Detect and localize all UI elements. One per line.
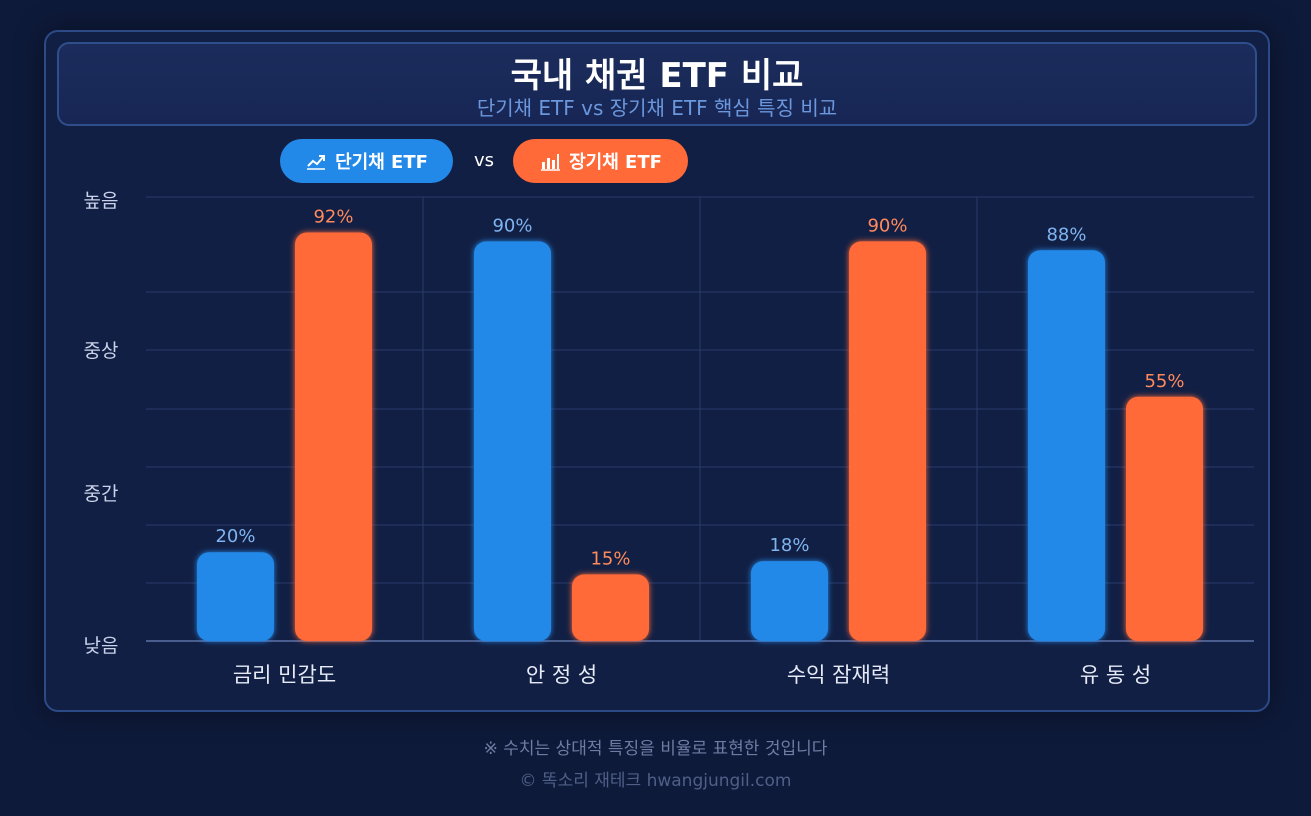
bar <box>849 241 926 641</box>
legend-short-label: 단기채 ETF <box>335 152 428 173</box>
bar <box>751 561 828 641</box>
legend-short-term: 단기채 ETF <box>280 139 453 183</box>
footnote: ※ 수치는 상대적 특징을 비율로 표현한 것입니다 <box>483 739 828 759</box>
title-box: 국내 채권 ETF 비교 단기채 ETF vs 장기채 ETF 핵심 특징 비교 <box>57 42 1257 126</box>
legend-long-term: 장기채 ETF <box>513 139 688 183</box>
data-label: 55% <box>1144 371 1184 392</box>
bar <box>1028 250 1105 641</box>
y-tick-label: 중간 <box>84 483 119 505</box>
bar <box>295 232 372 641</box>
x-category-label: 수익 잠재력 <box>787 663 890 687</box>
data-label: 18% <box>769 535 809 556</box>
data-label: 88% <box>1046 224 1086 245</box>
bar-chart-icon <box>539 150 561 172</box>
y-tick-label: 중상 <box>84 340 119 362</box>
data-label: 90% <box>867 215 907 236</box>
data-label: 15% <box>590 548 630 569</box>
credit-line: © 똑소리 재테크 hwangjungil.com <box>519 771 792 791</box>
line-trend-icon <box>305 150 327 172</box>
x-category-label: 안 정 성 <box>526 663 597 687</box>
bar <box>572 574 649 641</box>
x-category-label: 유 동 성 <box>1080 663 1151 687</box>
bar <box>1126 396 1203 641</box>
data-label: 90% <box>492 215 532 236</box>
bar <box>197 552 274 641</box>
legend-vs: vs <box>473 150 495 171</box>
y-tick-label: 높음 <box>84 190 119 212</box>
data-label: 92% <box>313 207 353 228</box>
page-subtitle: 단기채 ETF vs 장기채 ETF 핵심 특징 비교 <box>476 96 838 120</box>
data-label: 20% <box>215 526 255 547</box>
bar <box>474 241 551 641</box>
y-tick-label: 낮음 <box>84 635 119 657</box>
legend-long-label: 장기채 ETF <box>569 152 662 173</box>
x-category-label: 금리 민감도 <box>233 663 336 687</box>
page-title: 국내 채권 ETF 비교 <box>510 56 804 96</box>
